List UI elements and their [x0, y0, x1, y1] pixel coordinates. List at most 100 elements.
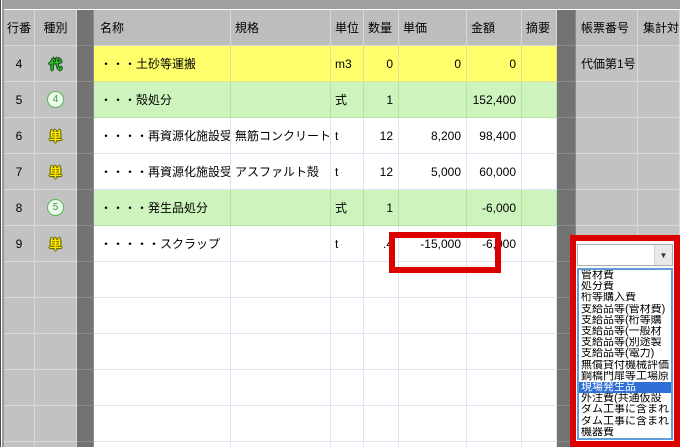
- type-cell[interactable]: 4: [35, 82, 77, 118]
- spec-cell[interactable]: [231, 298, 331, 334]
- type-cell[interactable]: 代: [35, 46, 77, 82]
- unit-price-cell[interactable]: [399, 442, 467, 447]
- chevron-down-icon[interactable]: ▼: [654, 245, 672, 265]
- amount-cell[interactable]: 152,400: [467, 82, 522, 118]
- unit-price-cell[interactable]: 8,200: [399, 118, 467, 154]
- quantity-cell[interactable]: [364, 334, 399, 370]
- row-handle[interactable]: [77, 46, 94, 82]
- amount-cell[interactable]: 60,000: [467, 154, 522, 190]
- spec-cell[interactable]: アスファルト殻: [231, 154, 331, 190]
- unit-cell[interactable]: [331, 370, 364, 406]
- amount-cell[interactable]: [467, 298, 522, 334]
- form-number-cell[interactable]: [576, 118, 638, 154]
- form-number-cell[interactable]: 代価第1号: [576, 46, 638, 82]
- option-item[interactable]: 管材費: [581, 270, 614, 281]
- type-cell[interactable]: [35, 370, 77, 406]
- unit-price-cell[interactable]: [399, 298, 467, 334]
- option-item[interactable]: 支給品等(桁等購: [581, 314, 662, 326]
- spec-cell[interactable]: [231, 370, 331, 406]
- type-cell[interactable]: [35, 298, 77, 334]
- name-cell[interactable]: [94, 298, 231, 334]
- spec-cell[interactable]: [231, 226, 331, 262]
- option-item[interactable]: 外注費(共通仮設: [581, 393, 662, 405]
- name-cell[interactable]: [94, 370, 231, 406]
- option-item[interactable]: 処分費: [581, 281, 614, 293]
- unit-cell[interactable]: [331, 334, 364, 370]
- quantity-cell[interactable]: 0: [364, 46, 399, 82]
- remarks-cell[interactable]: [522, 226, 557, 262]
- remarks-cell[interactable]: [522, 118, 557, 154]
- amount-cell[interactable]: [467, 334, 522, 370]
- spec-cell[interactable]: [231, 406, 331, 442]
- type-cell[interactable]: 単: [35, 154, 77, 190]
- spec-cell[interactable]: [231, 46, 331, 82]
- type-cell[interactable]: [35, 262, 77, 298]
- row-handle[interactable]: [77, 226, 94, 262]
- amount-cell[interactable]: -6,000: [467, 226, 522, 262]
- remarks-cell[interactable]: [522, 442, 557, 447]
- target-cell[interactable]: [638, 46, 680, 82]
- spec-cell[interactable]: 無筋コンクリート殻: [231, 118, 331, 154]
- option-item[interactable]: ダム工事に含まれ: [581, 415, 669, 427]
- unit-cell[interactable]: [331, 298, 364, 334]
- combobox-value[interactable]: [578, 245, 654, 265]
- unit-price-cell[interactable]: [399, 406, 467, 442]
- quantity-cell[interactable]: .4: [364, 226, 399, 262]
- option-item[interactable]: ダム工事に含まれ: [581, 404, 669, 416]
- unit-cell[interactable]: [331, 406, 364, 442]
- type-cell[interactable]: 5: [35, 190, 77, 226]
- unit-price-cell[interactable]: -15,000: [399, 226, 467, 262]
- unit-price-cell[interactable]: 0: [399, 46, 467, 82]
- remarks-cell[interactable]: [522, 334, 557, 370]
- option-item[interactable]: 支給品等(別途製: [581, 337, 662, 349]
- row-handle[interactable]: [77, 82, 94, 118]
- row-handle[interactable]: [77, 370, 94, 406]
- option-item[interactable]: 支給品等(管材費): [581, 303, 666, 315]
- option-item[interactable]: 鋼橋門扉等工場原: [581, 370, 669, 382]
- row-handle[interactable]: [77, 118, 94, 154]
- amount-cell[interactable]: [467, 406, 522, 442]
- amount-cell[interactable]: [467, 442, 522, 447]
- spec-cell[interactable]: [231, 442, 331, 447]
- amount-cell[interactable]: [467, 262, 522, 298]
- remarks-cell[interactable]: [522, 190, 557, 226]
- spec-cell[interactable]: [231, 262, 331, 298]
- row-handle[interactable]: [77, 442, 94, 447]
- name-cell[interactable]: ・・・・再資源化施設受入料: [94, 154, 231, 190]
- amount-cell[interactable]: [467, 370, 522, 406]
- name-cell[interactable]: [94, 262, 231, 298]
- row-handle[interactable]: [77, 190, 94, 226]
- quantity-cell[interactable]: [364, 262, 399, 298]
- form-number-cell[interactable]: [576, 190, 638, 226]
- name-cell[interactable]: ・・・・発生品処分: [94, 190, 231, 226]
- target-cell[interactable]: [638, 118, 680, 154]
- type-cell[interactable]: [35, 334, 77, 370]
- row-handle[interactable]: [77, 298, 94, 334]
- row-handle[interactable]: [77, 406, 94, 442]
- remarks-cell[interactable]: [522, 262, 557, 298]
- name-cell[interactable]: ・・・土砂等運搬: [94, 46, 231, 82]
- remarks-cell[interactable]: [522, 82, 557, 118]
- remarks-cell[interactable]: [522, 406, 557, 442]
- unit-price-cell[interactable]: [399, 82, 467, 118]
- quantity-cell[interactable]: 1: [364, 82, 399, 118]
- unit-price-cell[interactable]: [399, 190, 467, 226]
- option-item[interactable]: 支給品等(電力): [581, 348, 655, 360]
- quantity-cell[interactable]: 12: [364, 154, 399, 190]
- option-item[interactable]: 支給品等(一般材: [581, 326, 662, 338]
- target-cell[interactable]: [638, 154, 680, 190]
- unit-price-cell[interactable]: [399, 262, 467, 298]
- unit-price-cell[interactable]: [399, 334, 467, 370]
- unit-cell[interactable]: [331, 262, 364, 298]
- amount-cell[interactable]: 98,400: [467, 118, 522, 154]
- row-handle[interactable]: [77, 154, 94, 190]
- name-cell[interactable]: ・・・・再資源化施設受入料: [94, 118, 231, 154]
- quantity-cell[interactable]: [364, 442, 399, 447]
- unit-price-cell[interactable]: [399, 370, 467, 406]
- name-cell[interactable]: ・・・殻処分: [94, 82, 231, 118]
- quantity-cell[interactable]: [364, 298, 399, 334]
- spec-cell[interactable]: [231, 82, 331, 118]
- remarks-cell[interactable]: [522, 370, 557, 406]
- quantity-cell[interactable]: 12: [364, 118, 399, 154]
- amount-cell[interactable]: 0: [467, 46, 522, 82]
